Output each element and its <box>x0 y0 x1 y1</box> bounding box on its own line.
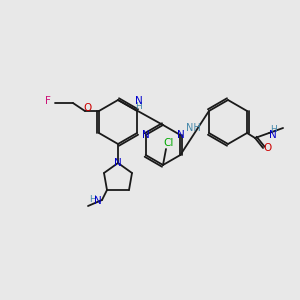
Text: N: N <box>269 130 277 140</box>
Text: N: N <box>94 196 102 206</box>
Text: N: N <box>135 95 142 106</box>
Text: O: O <box>263 143 271 153</box>
Text: N: N <box>177 130 185 140</box>
Text: O: O <box>84 103 92 113</box>
Text: H: H <box>88 196 95 205</box>
Text: H: H <box>270 124 276 134</box>
Text: NH: NH <box>186 123 201 133</box>
Text: Cl: Cl <box>164 138 174 148</box>
Text: H: H <box>135 102 142 111</box>
Text: N: N <box>142 130 150 140</box>
Text: F: F <box>45 96 51 106</box>
Text: N: N <box>114 158 122 168</box>
